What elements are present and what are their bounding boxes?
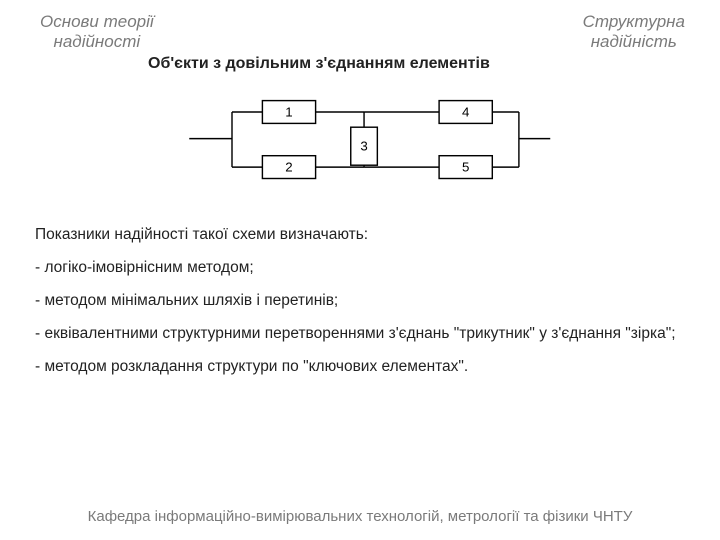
header-right-line2: надійність xyxy=(591,32,677,51)
bridge-diagram: 1 2 4 5 3 xyxy=(175,88,555,193)
svg-text:4: 4 xyxy=(462,105,469,120)
svg-text:1: 1 xyxy=(285,105,292,120)
svg-text:3: 3 xyxy=(360,139,367,154)
method-2: - методом мінімальних шляхів і перетинів… xyxy=(35,291,685,312)
intro-text: Показники надійності такої схеми визнача… xyxy=(35,225,685,246)
method-1: - логіко-імовірнісним методом; xyxy=(35,258,685,279)
header-left-line2: надійності xyxy=(53,32,140,51)
body-text: Показники надійності такої схеми визнача… xyxy=(35,225,685,390)
header-left-line1: Основи теорії xyxy=(40,12,154,31)
method-3: - еквівалентними структурними перетворен… xyxy=(35,324,685,345)
page-title: Об'єкти з довільним з'єднанням елементів xyxy=(148,55,490,73)
header-right-line1: Структурна xyxy=(583,12,685,31)
svg-text:5: 5 xyxy=(462,160,469,175)
footer-text: Кафедра інформаційно-вимірювальних техно… xyxy=(0,508,720,525)
svg-text:2: 2 xyxy=(285,160,292,175)
header-right: Структурна надійність xyxy=(583,12,685,53)
header-left: Основи теорії надійності xyxy=(40,12,154,53)
method-4: - методом розкладання структури по "ключ… xyxy=(35,357,685,378)
